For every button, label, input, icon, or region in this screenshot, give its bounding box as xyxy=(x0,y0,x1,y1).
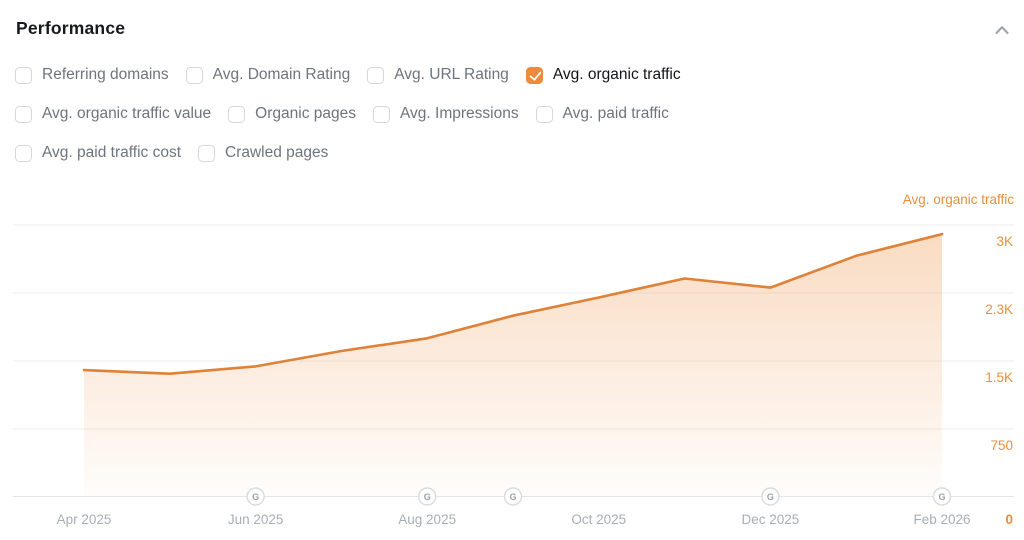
checkbox-label: Avg. paid traffic cost xyxy=(42,144,182,161)
x-axis-labels: Apr 2025 Jun 2025 Aug 2025 Oct 2025 Dec 2025… xyxy=(57,512,971,527)
x-tick-label: Oct 2025 xyxy=(571,512,626,527)
y-tick-label: 3K xyxy=(996,234,1013,249)
y-axis-labels: 750 1.5K 2.3K 3K 0 xyxy=(985,234,1013,527)
svg-text:G: G xyxy=(252,492,259,502)
x-tick-label: Jun 2025 xyxy=(228,512,284,527)
y-tick-label: 2.3K xyxy=(985,302,1013,317)
y-tick-label: 1.5K xyxy=(985,370,1013,385)
metric-item-avg-paid-traffic[interactable]: Avg. paid traffic xyxy=(535,105,669,123)
google-update-marker[interactable]: G xyxy=(932,487,952,506)
x-tick-label: Apr 2025 xyxy=(57,512,112,527)
x-tick-label: Dec 2025 xyxy=(742,512,800,527)
chevron-up-icon xyxy=(995,26,1009,35)
checkbox[interactable] xyxy=(15,144,32,162)
svg-text:G: G xyxy=(509,492,516,502)
checkbox[interactable] xyxy=(15,105,32,123)
checkbox-label: Referring domains xyxy=(42,66,169,83)
checkbox[interactable] xyxy=(15,66,32,84)
metric-item-avg-impressions[interactable]: Avg. Impressions xyxy=(372,105,519,123)
svg-text:G: G xyxy=(938,492,945,502)
checkbox-label: Crawled pages xyxy=(225,144,329,161)
page-title: Performance xyxy=(16,18,126,38)
metric-item-referring-domains[interactable]: Referring domains xyxy=(15,66,169,84)
metric-item-organic-pages[interactable]: Organic pages xyxy=(228,105,356,123)
svg-text:G: G xyxy=(424,492,431,502)
x-tick-label: Aug 2025 xyxy=(398,512,456,527)
checkbox-checked[interactable] xyxy=(525,66,543,84)
checkbox-label: Avg. URL Rating xyxy=(394,66,509,83)
metric-item-avg-organic-traffic[interactable]: Avg. organic traffic xyxy=(525,66,681,84)
google-update-marker[interactable]: G xyxy=(761,487,780,506)
checkbox[interactable] xyxy=(372,105,390,123)
metric-checkbox-row-3: Avg. paid traffic cost Crawled pages xyxy=(15,141,328,165)
chart-area-fill xyxy=(84,234,942,497)
checkbox[interactable] xyxy=(228,105,246,123)
checkbox[interactable] xyxy=(367,66,385,84)
checkbox[interactable] xyxy=(198,144,216,162)
checkbox-label: Avg. paid traffic xyxy=(562,105,669,122)
metric-item-crawled-pages[interactable]: Crawled pages xyxy=(198,144,328,162)
svg-text:G: G xyxy=(767,492,774,502)
checkbox-label: Avg. organic traffic value xyxy=(42,105,212,122)
checkbox-label: Avg. Impressions xyxy=(399,105,519,122)
checkbox[interactable] xyxy=(535,105,553,123)
metric-item-avg-url-rating[interactable]: Avg. URL Rating xyxy=(367,66,509,84)
x-tick-label: Feb 2026 xyxy=(913,512,970,527)
y-tick-label-zero: 0 xyxy=(1005,512,1013,527)
checkbox-label: Avg. Domain Rating xyxy=(212,66,351,83)
google-update-marker[interactable]: G xyxy=(246,487,265,506)
chart-legend: Avg. organic traffic xyxy=(903,192,1015,207)
metric-checkbox-row-2: Avg. organic traffic value Organic pages… xyxy=(15,102,669,126)
google-update-marker[interactable]: G xyxy=(503,487,523,506)
metric-item-avg-domain-rating[interactable]: Avg. Domain Rating xyxy=(185,66,351,84)
metric-item-avg-paid-traffic-cost[interactable]: Avg. paid traffic cost xyxy=(15,144,181,162)
metric-item-avg-organic-traffic-value[interactable]: Avg. organic traffic value xyxy=(15,105,211,123)
metric-checkbox-row-1: Referring domains Avg. Domain Rating Avg… xyxy=(15,63,681,87)
checkbox-label: Avg. organic traffic xyxy=(552,66,681,83)
y-tick-label: 750 xyxy=(990,438,1013,453)
google-update-marker[interactable]: G xyxy=(418,487,437,506)
checkbox[interactable] xyxy=(185,66,203,84)
checkbox-label: Organic pages xyxy=(255,105,356,122)
chart-line xyxy=(82,232,944,375)
collapse-panel-button[interactable] xyxy=(990,18,1014,42)
